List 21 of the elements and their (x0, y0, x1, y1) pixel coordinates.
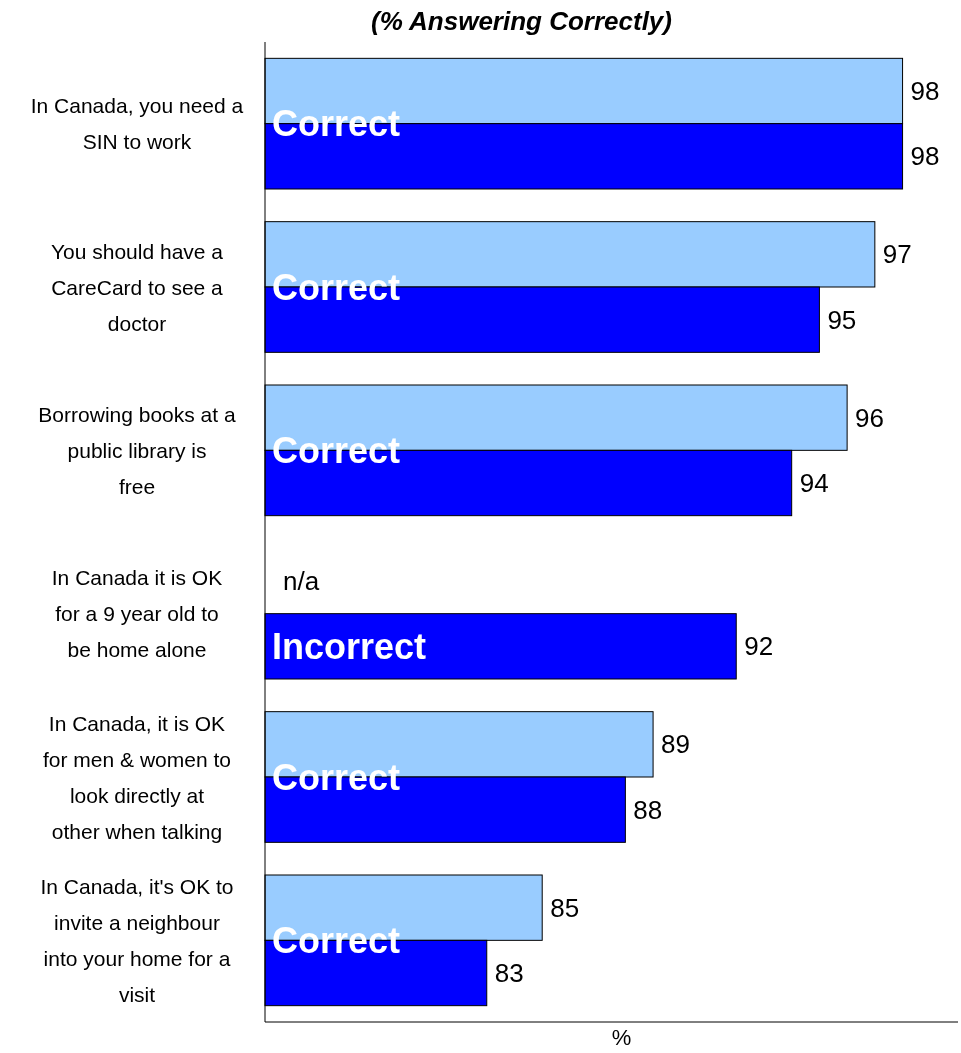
chart-title: (% Answering Correctly) (371, 6, 672, 36)
data-label: 95 (827, 304, 857, 335)
text: n/a (283, 566, 320, 596)
y-tick-label: Borrowing books at a public library is free (38, 402, 236, 498)
y-tick-label: In Canada, it's OK to invite a neighbour into your home for a visit (40, 874, 234, 1006)
y-tick-label: In Canada, you need a SIN to work (30, 94, 244, 154)
data-label: 83 (494, 958, 524, 988)
data-label: 98 (910, 76, 940, 106)
data-label: 94 (799, 468, 829, 498)
data-label: 88 (633, 794, 663, 825)
data-label: 89 (661, 729, 690, 760)
data-label: 98 (910, 141, 940, 172)
annotation: Incorrect (272, 625, 427, 667)
y-tick-label: In Canada, it is OK for men & women to look directly at other when talking (43, 711, 231, 843)
x-axis-title: % (611, 1025, 632, 1050)
data-label: 92 (744, 631, 774, 662)
data-label: 96 (855, 402, 885, 433)
data-label: 97 (882, 239, 912, 270)
data-label: 85 (550, 892, 580, 923)
y-tick-label: You should have a CareCard to see a doctor (50, 239, 224, 335)
y-tick-label: In Canada it is OK for a 9 year old to be home alone (51, 566, 223, 662)
